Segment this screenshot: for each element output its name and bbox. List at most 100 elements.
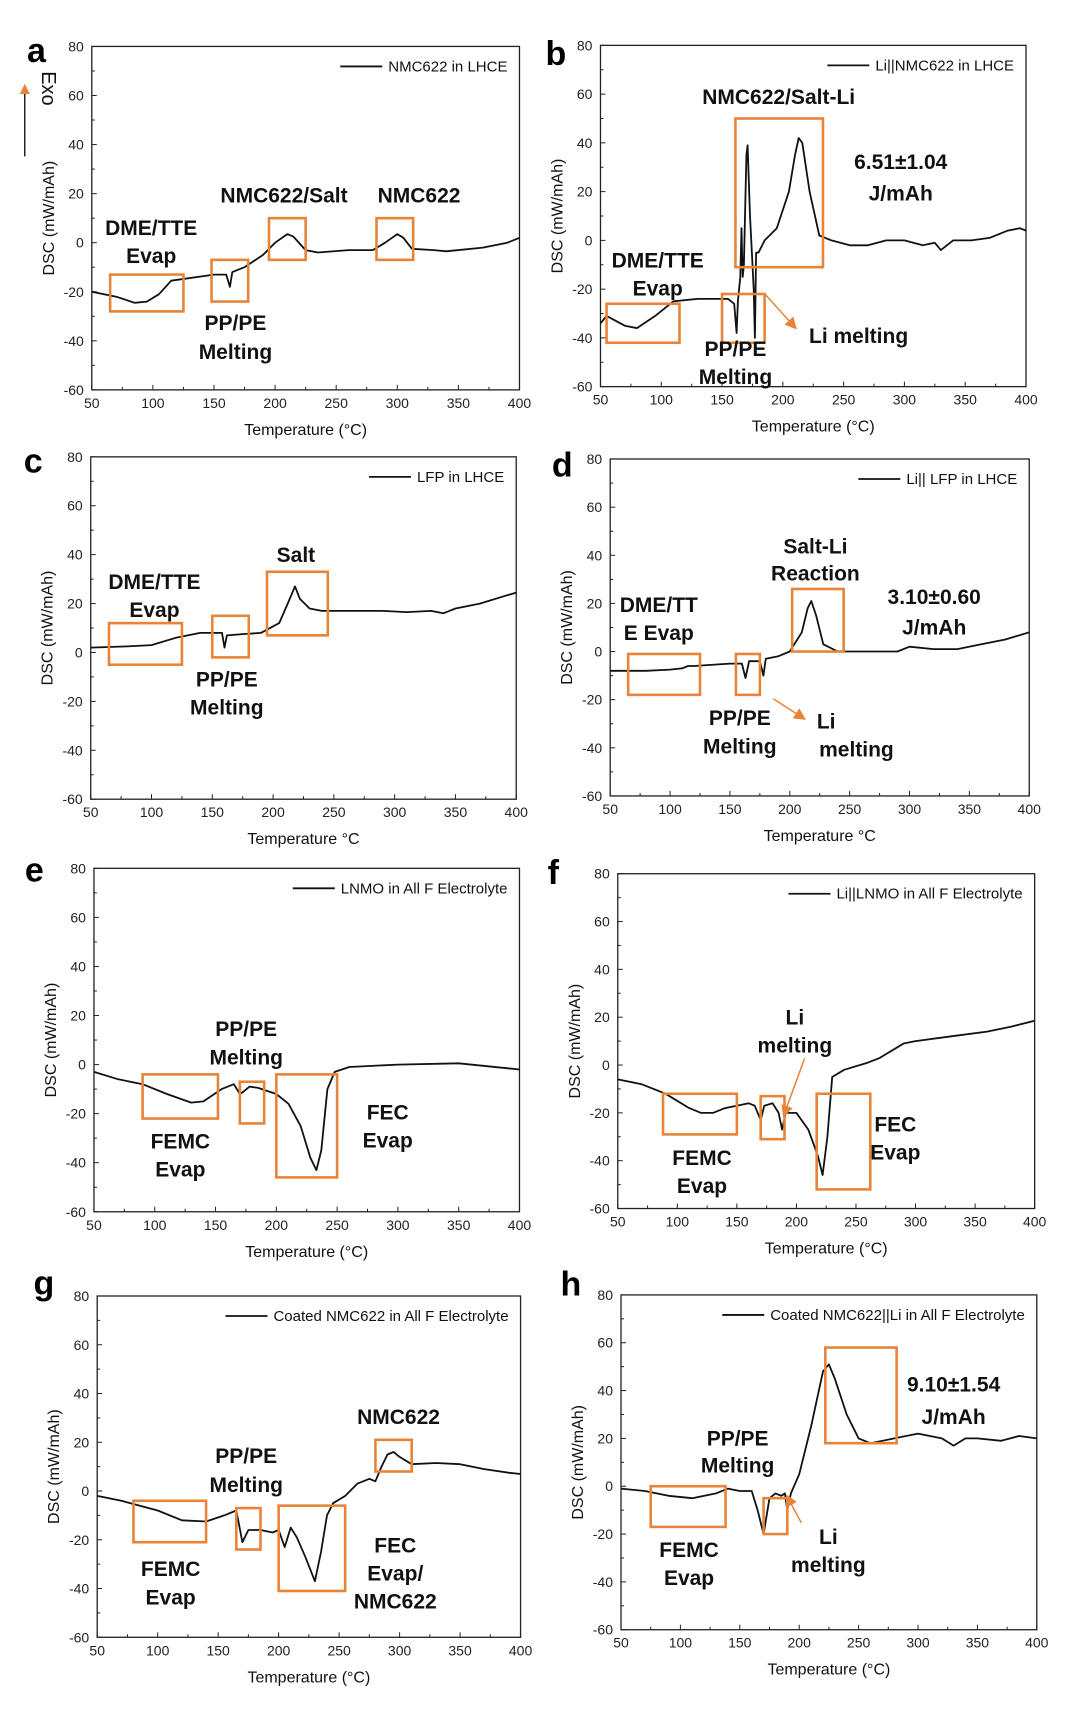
li-melting-arrow-icon bbox=[772, 698, 807, 720]
y-tick-label: 40 bbox=[68, 137, 84, 153]
y-tick-label: 20 bbox=[577, 184, 593, 200]
annotation-label: Evap bbox=[146, 1586, 196, 1609]
x-axis-title: Temperature (°C) bbox=[767, 1662, 890, 1679]
x-tick-label: 250 bbox=[325, 395, 349, 411]
y-tick-label: 40 bbox=[597, 1383, 613, 1399]
x-tick-label: 150 bbox=[718, 801, 742, 817]
annotation-label: Salt-Li bbox=[783, 535, 847, 558]
x-tick-label: 300 bbox=[386, 1217, 410, 1233]
annotation-label: PP/PE bbox=[196, 668, 258, 691]
x-tick-label: 250 bbox=[844, 1214, 868, 1230]
x-tick-label: 50 bbox=[84, 395, 100, 411]
y-tick-label: 20 bbox=[597, 1430, 613, 1446]
x-tick-label: 400 bbox=[508, 395, 532, 411]
annotation-label: Evap bbox=[677, 1175, 727, 1198]
y-tick-label: -40 bbox=[66, 1155, 86, 1171]
annotation-label: Melting bbox=[699, 366, 773, 389]
annotation-label: NMC622 bbox=[378, 184, 461, 207]
x-tick-label: 100 bbox=[146, 1642, 170, 1658]
highlight-box bbox=[661, 1092, 739, 1136]
x-tick-label: 100 bbox=[666, 1214, 690, 1230]
annotation-label: Evap bbox=[633, 277, 683, 300]
x-tick-label: 50 bbox=[602, 801, 618, 817]
x-tick-label: 200 bbox=[788, 1635, 812, 1651]
y-tick-label: 80 bbox=[70, 860, 86, 876]
annotation-label: DME/TT bbox=[620, 594, 698, 617]
panel-letter: c bbox=[24, 442, 43, 480]
x-tick-label: 350 bbox=[954, 392, 978, 408]
y-tick-label: -60 bbox=[593, 1622, 613, 1638]
annotation-label: Melting bbox=[209, 1474, 283, 1497]
x-tick-label: 50 bbox=[613, 1635, 629, 1651]
dsc-curve bbox=[93, 1062, 520, 1171]
legend-label: Li||LNMO in All F Electrolyte bbox=[836, 886, 1022, 903]
x-tick-label: 50 bbox=[593, 392, 609, 408]
y-tick-label: -20 bbox=[62, 693, 82, 709]
x-tick-label: 300 bbox=[898, 801, 922, 817]
x-tick-label: 200 bbox=[785, 1214, 809, 1230]
y-tick-label: 40 bbox=[70, 958, 86, 974]
x-tick-label: 200 bbox=[263, 395, 287, 411]
annotation-label: J/mAh bbox=[922, 1406, 986, 1429]
y-tick-label: -20 bbox=[66, 1106, 86, 1122]
annotation-label: Evap bbox=[870, 1141, 920, 1164]
x-tick-label: 350 bbox=[958, 801, 982, 817]
x-tick-label: 100 bbox=[141, 395, 165, 411]
panel-letter: d bbox=[552, 447, 573, 485]
y-tick-label: -60 bbox=[582, 788, 602, 804]
annotation-label: FEMC bbox=[151, 1131, 211, 1154]
y-tick-label: 60 bbox=[577, 86, 593, 102]
x-tick-label: 150 bbox=[725, 1214, 749, 1230]
annotation-label: PP/PE bbox=[215, 1445, 277, 1468]
y-tick-label: 60 bbox=[597, 1335, 613, 1351]
annotation-label: FEMC bbox=[672, 1147, 732, 1170]
highlight-box bbox=[374, 1438, 413, 1473]
annotation-label: Li bbox=[817, 710, 836, 733]
annotation-label: 3.10±0.60 bbox=[888, 586, 981, 609]
annotation-label: J/mAh bbox=[902, 616, 966, 639]
x-tick-label: 200 bbox=[771, 392, 795, 408]
y-tick-label: 40 bbox=[594, 961, 610, 977]
y-tick-label: -20 bbox=[590, 1105, 610, 1121]
dsc-curve bbox=[97, 1451, 521, 1583]
x-tick-label: 50 bbox=[83, 804, 99, 820]
y-axis-title: DSC (mW/mAh) bbox=[559, 570, 576, 685]
x-axis-title: Temperature (°C) bbox=[752, 419, 875, 436]
x-tick-label: 350 bbox=[963, 1214, 987, 1230]
annotation-label: Li bbox=[786, 1006, 805, 1029]
y-tick-label: 20 bbox=[68, 186, 84, 202]
highlight-box bbox=[734, 117, 825, 269]
x-tick-label: 350 bbox=[447, 1217, 471, 1233]
highlight-box bbox=[762, 1496, 789, 1536]
legend-label: Coated NMC622||Li in All F Electrolyte bbox=[770, 1307, 1025, 1324]
x-tick-label: 250 bbox=[838, 801, 862, 817]
panel-letter: g bbox=[34, 1264, 55, 1302]
x-tick-label: 50 bbox=[89, 1642, 105, 1658]
annotation-label: Evap bbox=[664, 1567, 714, 1590]
annotation-label: DME/TTE bbox=[108, 571, 200, 594]
y-tick-label: -60 bbox=[64, 382, 84, 398]
x-tick-label: 250 bbox=[325, 1217, 349, 1233]
y-tick-label: -20 bbox=[582, 692, 602, 708]
x-axis-title: Temperature (°C) bbox=[244, 422, 367, 439]
annotation-label: FEMC bbox=[141, 1558, 201, 1581]
x-tick-label: 400 bbox=[1014, 392, 1038, 408]
legend-label: NMC622 in LHCE bbox=[388, 58, 507, 75]
highlight-box bbox=[235, 1506, 262, 1551]
legend-label: Li|| LFP in LHCE bbox=[906, 471, 1017, 488]
x-tick-label: 300 bbox=[904, 1214, 928, 1230]
x-tick-label: 400 bbox=[1023, 1214, 1047, 1230]
highlight-box bbox=[108, 273, 185, 313]
legend-label: Li||NMC622 in LHCE bbox=[875, 57, 1014, 74]
highlight-box bbox=[605, 302, 681, 345]
x-tick-label: 100 bbox=[650, 392, 674, 408]
annotation-label: Melting bbox=[199, 341, 273, 364]
exo-label: Exo bbox=[37, 71, 59, 105]
highlight-box bbox=[275, 1073, 339, 1179]
y-tick-label: -40 bbox=[582, 740, 602, 756]
annotation-label: J/mAh bbox=[869, 182, 933, 205]
x-tick-label: 350 bbox=[448, 1642, 472, 1658]
annotation-label: PP/PE bbox=[215, 1018, 277, 1041]
x-tick-label: 300 bbox=[386, 395, 410, 411]
